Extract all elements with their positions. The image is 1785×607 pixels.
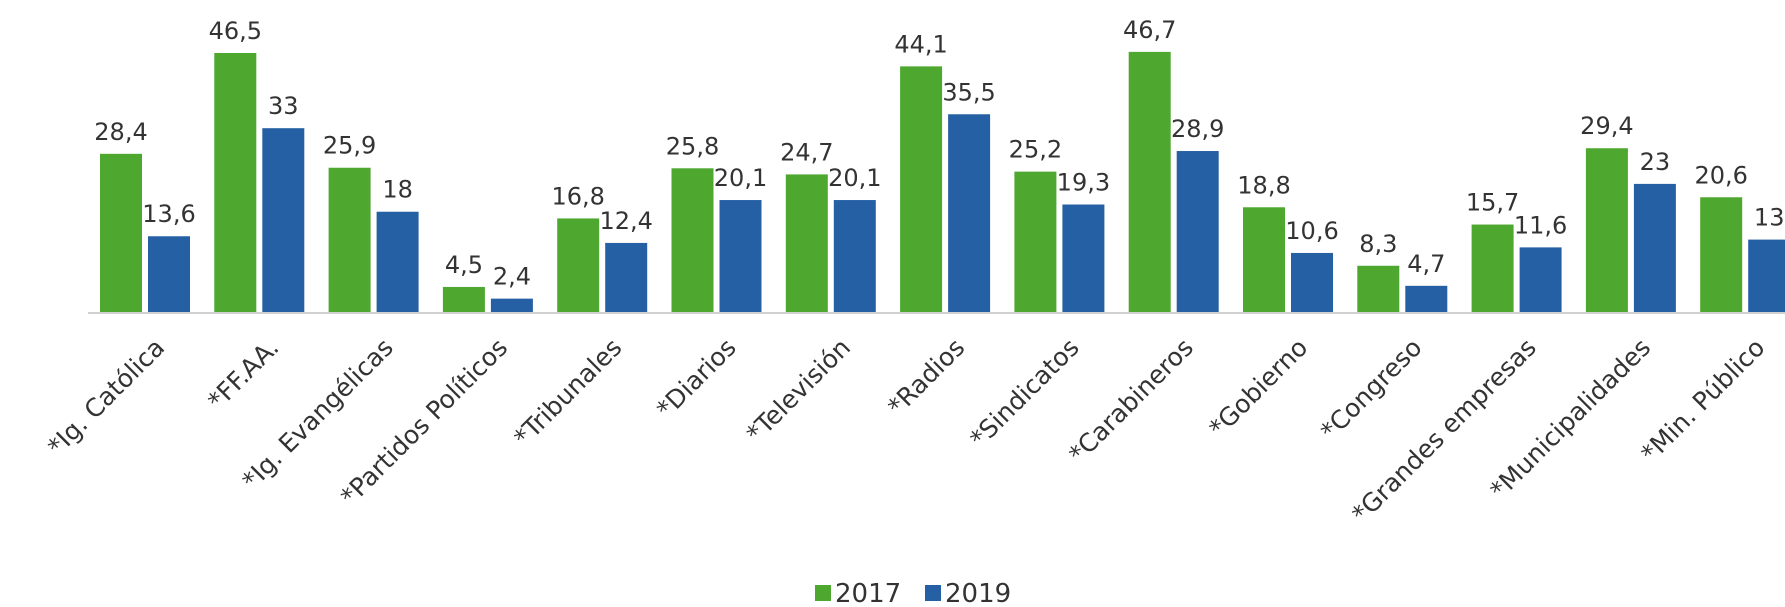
- x-tick-label: *Sindicatos: [964, 333, 1084, 453]
- bar: [1176, 151, 1219, 312]
- data-label: 19,3: [1057, 168, 1110, 196]
- data-label: 44,1: [894, 30, 947, 58]
- bar: [262, 128, 305, 312]
- data-label: 4,5: [445, 251, 483, 279]
- data-label: 13: [1754, 204, 1785, 232]
- data-label: 46,7: [1123, 16, 1176, 44]
- bar: [1128, 51, 1171, 312]
- data-label: 13,6: [142, 200, 195, 228]
- bar: [1357, 265, 1400, 312]
- bar: [900, 66, 943, 312]
- legend-label: 2019: [945, 579, 1011, 607]
- bar: [785, 174, 828, 312]
- data-label: 25,9: [323, 132, 376, 160]
- data-label: 25,2: [1009, 136, 1062, 164]
- data-label: 25,8: [666, 132, 719, 160]
- data-label: 23: [1640, 148, 1671, 176]
- bar: [1633, 183, 1676, 312]
- bar: [1243, 207, 1285, 312]
- data-label: 4,7: [1407, 250, 1445, 278]
- bar: [1471, 224, 1514, 312]
- bar: [148, 236, 190, 312]
- bar: [1405, 285, 1448, 312]
- bar: [1700, 197, 1743, 312]
- bar: [100, 153, 142, 312]
- bar: [948, 114, 991, 312]
- x-tick-label: *Tribunales: [508, 333, 627, 452]
- data-label: 11,6: [1514, 211, 1567, 239]
- bar: [719, 200, 762, 312]
- bar: [1519, 247, 1562, 312]
- x-tick-label: *Ig. Católica: [42, 333, 170, 461]
- legend-swatch: [815, 585, 831, 601]
- data-label: 10,6: [1285, 217, 1338, 245]
- bar: [328, 167, 371, 312]
- bar: [490, 298, 533, 312]
- data-label: 29,4: [1580, 112, 1633, 140]
- data-label: 2,4: [493, 263, 531, 291]
- bar: [605, 242, 648, 312]
- bar: [1014, 171, 1057, 312]
- data-label: 18,8: [1237, 171, 1290, 199]
- data-label: 18: [382, 176, 413, 204]
- x-tick-label: *FF.AA.: [202, 333, 284, 415]
- bar: [671, 168, 714, 312]
- x-tick-label: *Radios: [882, 333, 970, 421]
- data-label: 15,7: [1466, 189, 1519, 217]
- legend-label: 2017: [835, 579, 901, 607]
- data-label: 20,6: [1694, 161, 1747, 189]
- x-tick-label: *Televisión: [741, 333, 856, 448]
- bar: [1291, 252, 1333, 312]
- data-label: 20,1: [714, 164, 767, 192]
- data-label: 20,1: [828, 164, 881, 192]
- bar: [1585, 148, 1628, 312]
- data-label: 24,7: [780, 138, 833, 166]
- data-label: 33: [268, 92, 299, 120]
- bar: [833, 200, 876, 312]
- x-tick-label: *Gobierno: [1203, 333, 1313, 443]
- data-label: 46,5: [209, 17, 262, 45]
- bar: [442, 286, 485, 312]
- x-tick-label: *Diarios: [651, 333, 742, 424]
- bar: [1062, 204, 1105, 312]
- legend-swatch: [925, 585, 941, 601]
- data-label: 8,3: [1359, 230, 1397, 258]
- bar: [1748, 239, 1785, 312]
- data-label: 28,4: [94, 118, 147, 146]
- bar: [376, 211, 419, 312]
- data-label: 12,4: [599, 207, 652, 235]
- bar: [557, 218, 600, 312]
- x-tick-label: *Congreso: [1315, 333, 1428, 446]
- data-label: 16,8: [551, 182, 604, 210]
- bar: [214, 52, 257, 313]
- data-label: 28,9: [1171, 115, 1224, 143]
- x-tick-label: *Grandes empresas: [1346, 333, 1542, 529]
- data-label: 35,5: [942, 78, 995, 106]
